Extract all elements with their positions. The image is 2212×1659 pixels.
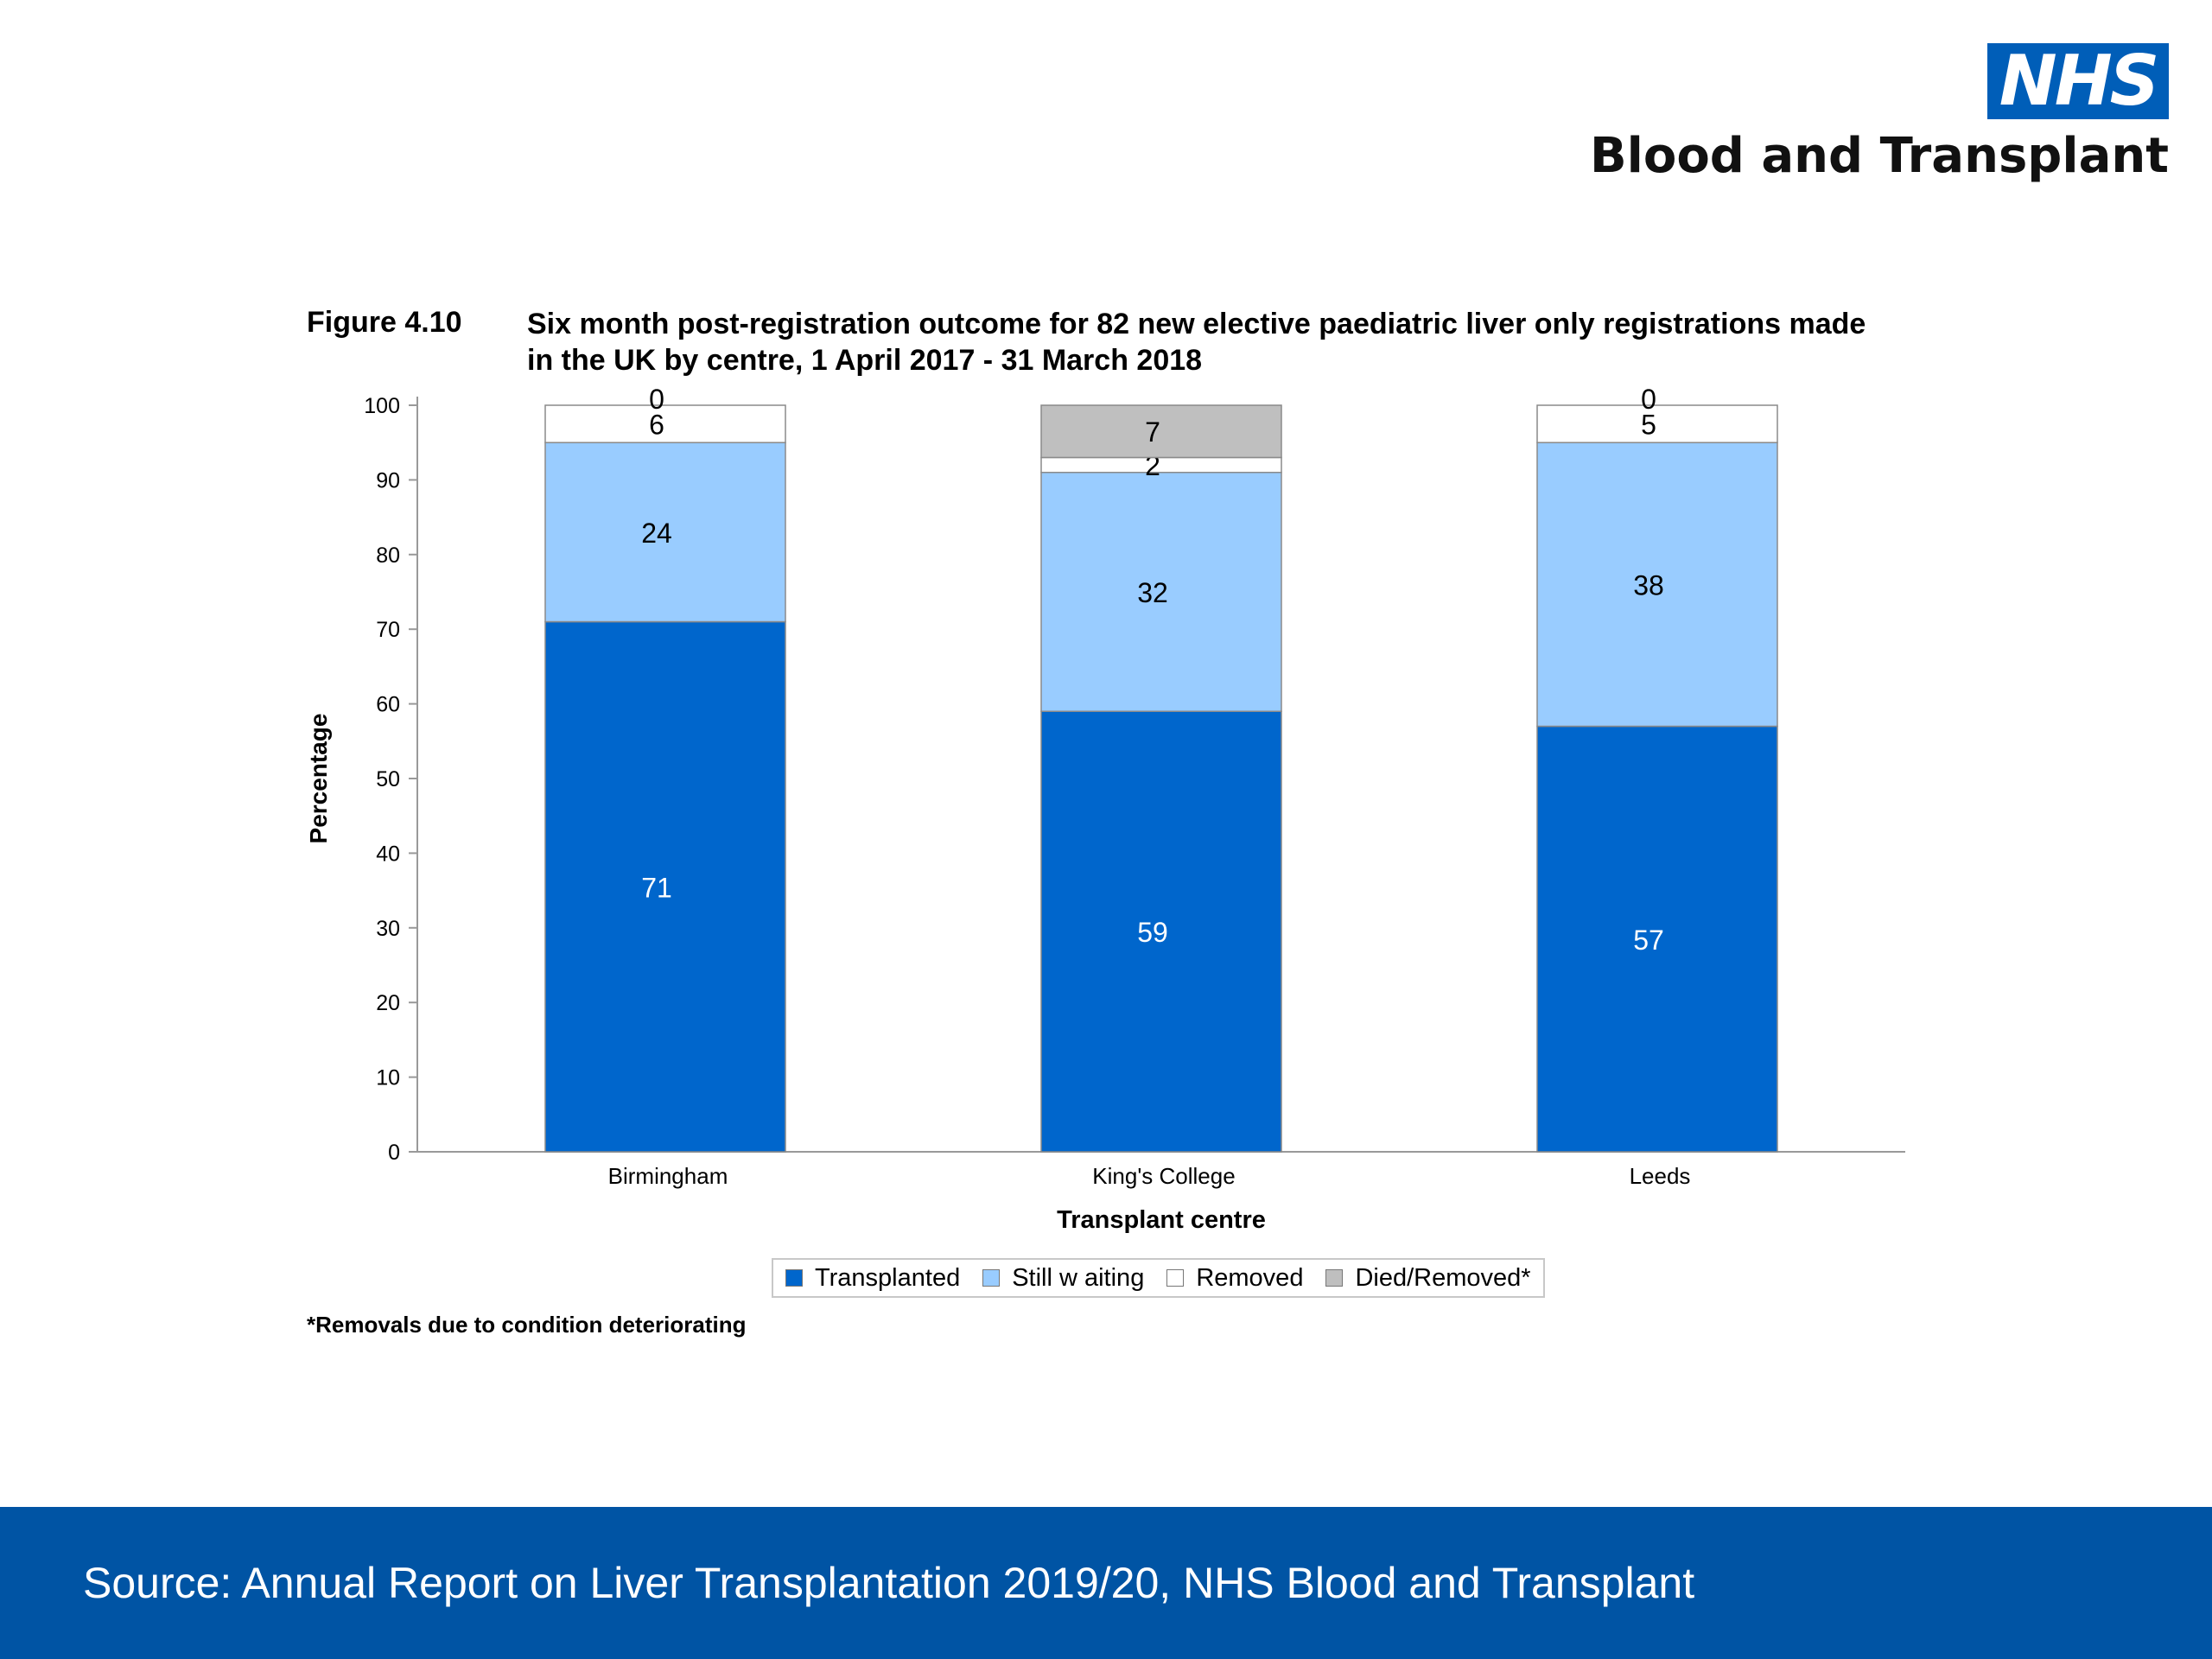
legend-item: Removed <box>1166 1264 1303 1293</box>
legend-item: Transplanted <box>785 1264 960 1293</box>
y-tick-label: 0 <box>388 1141 400 1165</box>
bar-value-label: 0 <box>649 384 664 415</box>
bar-value-label: 5 <box>1641 410 1656 441</box>
bar-segment <box>1536 725 1778 1153</box>
y-tick-label: 10 <box>376 1066 400 1090</box>
legend-item: Still w aiting <box>982 1264 1144 1293</box>
y-tick-label: 90 <box>376 468 400 493</box>
y-tick-label: 30 <box>376 917 400 941</box>
y-tick-label: 80 <box>376 543 400 568</box>
bar-segment <box>1040 710 1282 1153</box>
bar-value-label: 24 <box>641 518 672 549</box>
bar-value-label: 38 <box>1633 569 1664 601</box>
footnote: *Removals due to condition deteriorating <box>307 1312 747 1338</box>
bar-value-label: 0 <box>1641 384 1656 415</box>
bar-value-label: 32 <box>1137 577 1168 608</box>
y-tick-label: 60 <box>376 693 400 717</box>
bar-segment <box>1040 472 1282 712</box>
nhs-logo-text: NHS <box>1999 41 2160 121</box>
x-tick-label: Birmingham <box>608 1163 728 1189</box>
legend-swatch <box>1325 1269 1344 1287</box>
source-text: Source: Annual Report on Liver Transplan… <box>83 1559 1695 1607</box>
y-tick-label: 40 <box>376 842 400 866</box>
bar-segment <box>544 404 786 443</box>
bar-segment <box>1040 404 1282 459</box>
legend-label: Transplanted <box>815 1263 961 1292</box>
legend-swatch <box>1166 1269 1185 1287</box>
bar-value-label: 7 <box>1145 416 1160 448</box>
bar-segment <box>1536 404 1778 443</box>
bar-value-label: 57 <box>1633 925 1664 956</box>
bar-value-label: 71 <box>641 872 672 903</box>
figure-title: Six month post-registration outcome for … <box>527 308 1866 377</box>
bar-value-label: 6 <box>649 410 664 441</box>
chart-legend: Transplanted Still w aiting Removed Died/Re… <box>772 1258 1545 1298</box>
legend-item: Died/Removed* <box>1325 1263 1531 1293</box>
nhs-logo: NHS <box>1987 43 2169 119</box>
legend-label: Still w aiting <box>1012 1263 1145 1292</box>
legend-swatch <box>785 1269 803 1287</box>
y-tick-label: 50 <box>376 767 400 791</box>
bar-segment <box>1040 456 1282 474</box>
x-tick-label: King's College <box>1092 1163 1235 1189</box>
bar-segment <box>1536 442 1778 728</box>
legend-label: Died/Removed* <box>1355 1263 1531 1292</box>
bar-segment <box>544 442 786 623</box>
y-tick-label: 70 <box>376 618 400 642</box>
y-tick-label: 20 <box>376 991 400 1015</box>
footer-bar: Source: Annual Report on Liver Transplan… <box>0 1507 2212 1659</box>
x-axis-title: Transplant centre <box>1057 1206 1266 1234</box>
figure-label: Figure 4.10 <box>307 306 462 339</box>
organisation-name: Blood and Transplant <box>1589 128 2169 184</box>
x-tick-label: Leeds <box>1630 1163 1691 1189</box>
y-tick-label: 100 <box>364 394 400 418</box>
y-axis-title: Percentage <box>305 714 332 844</box>
bar-value-label: 59 <box>1137 917 1168 948</box>
legend-swatch <box>982 1269 1001 1287</box>
legend-label: Removed <box>1196 1263 1304 1292</box>
bar-segment <box>544 620 786 1153</box>
